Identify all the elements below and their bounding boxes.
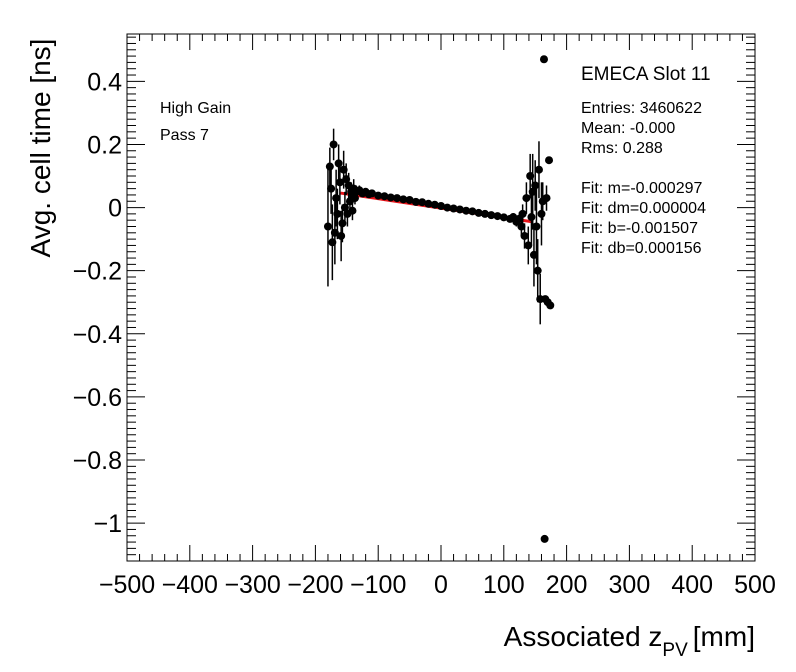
- data-point: [393, 194, 402, 203]
- data-point: [380, 192, 389, 201]
- data-point: [532, 222, 541, 231]
- x-tick-label: 300: [609, 571, 651, 599]
- data-point: [405, 195, 414, 204]
- data-point: [468, 207, 477, 216]
- x-tick-label: 100: [483, 571, 525, 599]
- data-point: [374, 191, 383, 200]
- x-tick-label: 400: [671, 571, 713, 599]
- data-point: [411, 197, 420, 206]
- data-point: [546, 301, 555, 310]
- data-point: [531, 181, 540, 190]
- x-tick-label: −200: [287, 571, 343, 599]
- stats-title: EMECA Slot 11: [581, 64, 711, 85]
- stats-line: Rms: 0.288: [581, 140, 663, 157]
- data-point: [545, 156, 554, 165]
- data-point: [437, 201, 445, 210]
- y-tick-label: 0: [108, 195, 122, 223]
- y-tick-label: −0.4: [73, 321, 122, 349]
- data-point: [542, 194, 551, 203]
- x-tick-label: 0: [434, 571, 448, 599]
- stats-line: Fit: b=-0.001507: [581, 220, 698, 237]
- data-point: [534, 165, 543, 174]
- data-point: [335, 178, 344, 187]
- stats-line: Fit: dm=0.000004: [581, 200, 706, 217]
- data-point: [337, 231, 346, 240]
- x-tick-label: −100: [350, 571, 406, 599]
- x-tick-label: 200: [546, 571, 588, 599]
- x-axis-title-sub: PV: [662, 640, 688, 661]
- data-point: [522, 194, 531, 203]
- data-point: [334, 159, 343, 168]
- data-point: [449, 204, 458, 213]
- data-point: [474, 208, 483, 217]
- data-points: [323, 55, 555, 543]
- x-axis-title-main: Associated z: [504, 621, 663, 652]
- data-point: [499, 213, 508, 222]
- data-point: [517, 222, 526, 231]
- data-point: [325, 162, 334, 171]
- y-tick-label: −1: [93, 510, 122, 538]
- data-point: [487, 211, 496, 220]
- data-point: [462, 206, 471, 215]
- data-point: [520, 231, 529, 240]
- y-tick-label: 0.4: [87, 68, 122, 96]
- data-point: [399, 195, 408, 204]
- y-tick-label: −0.6: [73, 384, 122, 412]
- data-point: [323, 222, 332, 231]
- y-tick-label: −0.2: [73, 258, 122, 286]
- data-point: [329, 140, 338, 149]
- data-point: [430, 200, 439, 209]
- y-tick-label: 0.2: [87, 131, 122, 159]
- annotation-pass: Pass 7: [160, 127, 209, 144]
- x-tick-label: 500: [734, 571, 776, 599]
- data-point: [386, 193, 395, 202]
- stats-line: Fit: db=0.000156: [581, 240, 702, 257]
- data-point: [327, 184, 336, 193]
- y-axis-title: Avg. cell time [ns]: [25, 39, 56, 258]
- data-point: [524, 241, 533, 250]
- data-point: [348, 206, 357, 215]
- x-tick-label: −500: [99, 571, 155, 599]
- y-tick-label: −0.8: [73, 447, 122, 475]
- axes: −500 −400 −300 −200 −100 0 100 200 300 400 500 −1 −0…: [73, 34, 776, 599]
- data-point: [480, 209, 489, 218]
- data-point: [332, 194, 341, 203]
- x-axis-title: Associated zPV [mm]: [504, 621, 755, 661]
- stats-line: Fit: m=-0.000297: [581, 180, 703, 197]
- data-point: [443, 203, 452, 212]
- x-tick-label: −300: [224, 571, 280, 599]
- data-point: [533, 266, 542, 275]
- annotation-high-gain: High Gain: [160, 100, 231, 117]
- data-point: [418, 198, 427, 207]
- data-point: [493, 212, 502, 221]
- data-point: [518, 209, 527, 218]
- data-point: [527, 213, 536, 222]
- data-point: [539, 55, 548, 64]
- data-point: [540, 534, 549, 543]
- data-point: [367, 189, 376, 198]
- x-tick-label: −400: [162, 571, 218, 599]
- data-point: [455, 205, 464, 214]
- data-point: [537, 209, 546, 218]
- x-axis-title-unit: [mm]: [693, 621, 755, 652]
- stats-line: Entries: 3460622: [581, 100, 702, 117]
- stats-box: EMECA Slot 11 Entries: 3460622 Mean: -0.…: [581, 64, 711, 257]
- data-point: [424, 199, 433, 208]
- data-point: [333, 209, 342, 218]
- stats-line: Mean: -0.000: [581, 120, 675, 137]
